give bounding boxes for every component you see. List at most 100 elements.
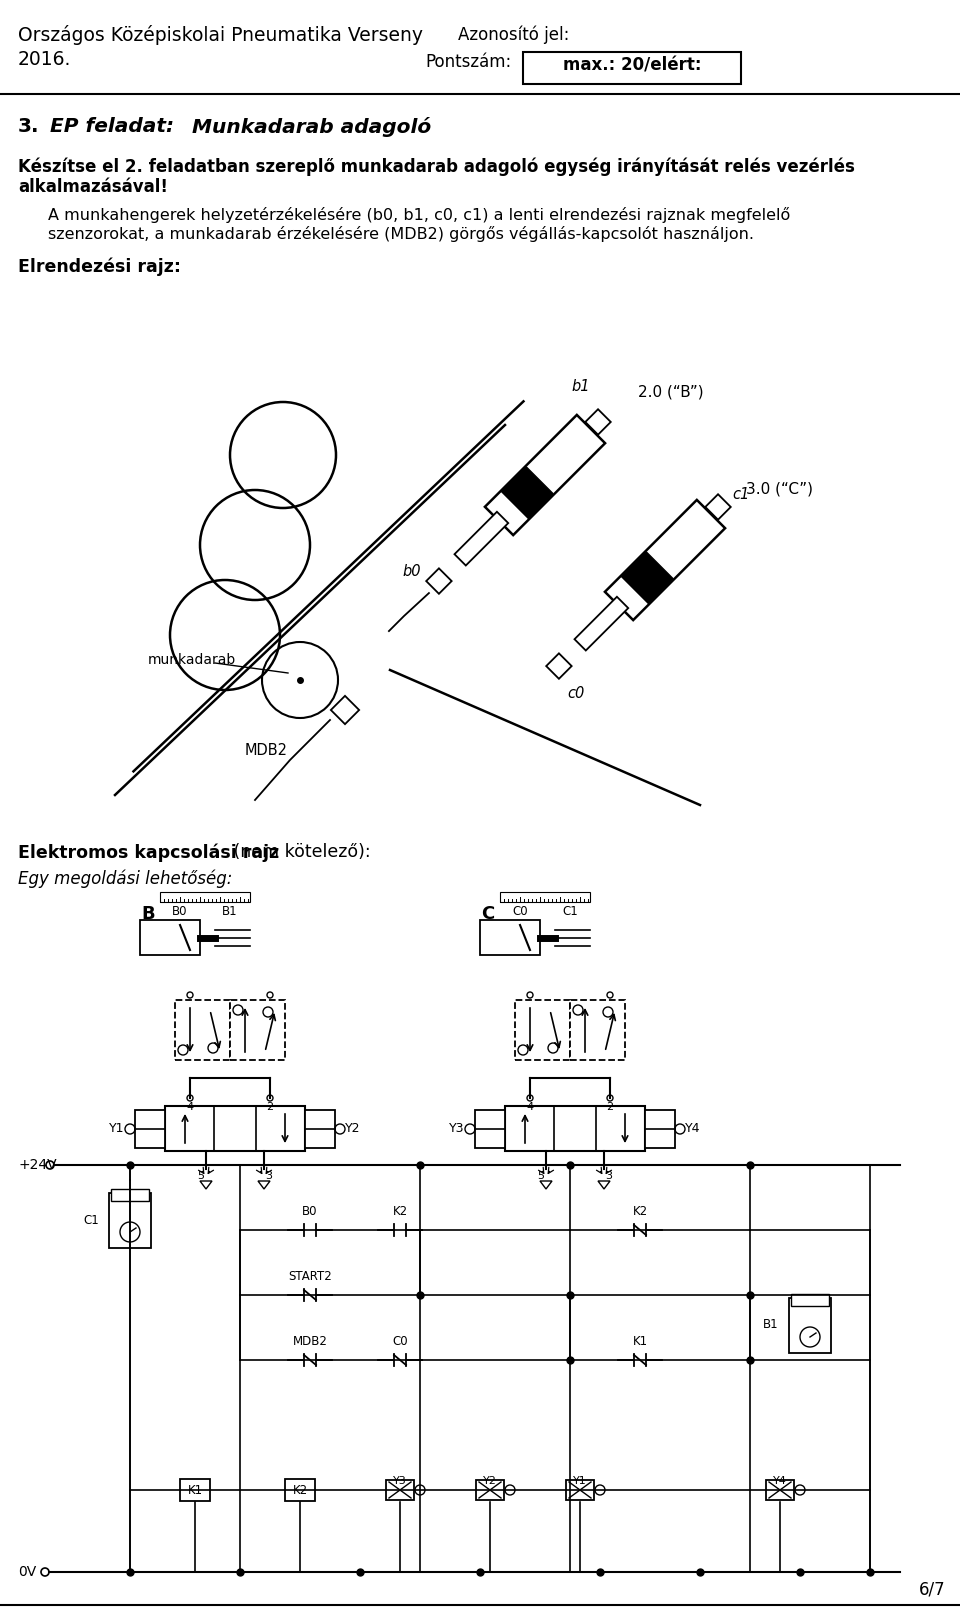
Text: b0: b0 (402, 565, 420, 579)
Text: Y4: Y4 (685, 1123, 701, 1136)
Text: 0V: 0V (18, 1565, 36, 1579)
Text: 3.: 3. (18, 118, 39, 135)
Text: 5: 5 (198, 1171, 204, 1181)
Bar (480, 919, 540, 955)
Text: B1: B1 (222, 905, 238, 918)
Text: 2: 2 (607, 1102, 613, 1111)
Text: Készítse el 2. feladatban szereplő munkadarab adagoló egység irányítását relés v: Készítse el 2. feladatban szereplő munka… (18, 158, 854, 176)
Bar (766, 1481, 794, 1500)
Text: Országos Középiskolai Pneumatika Verseny: Országos Középiskolai Pneumatika Verseny (18, 24, 423, 45)
Text: Y1: Y1 (109, 1123, 125, 1136)
Text: 4: 4 (526, 1102, 534, 1111)
Bar (500, 892, 590, 902)
Bar (305, 1110, 335, 1148)
Text: MDB2: MDB2 (245, 744, 288, 758)
Text: B0: B0 (302, 1205, 318, 1218)
Bar (230, 1000, 285, 1060)
Text: 2: 2 (267, 1102, 274, 1111)
Text: 4: 4 (186, 1102, 194, 1111)
Polygon shape (426, 568, 451, 594)
Text: 6/7: 6/7 (919, 1581, 945, 1598)
Text: C0: C0 (513, 905, 528, 918)
Text: alkalmazásával!: alkalmazásával! (18, 177, 168, 197)
Polygon shape (501, 466, 553, 518)
Polygon shape (574, 597, 628, 650)
Bar (180, 1479, 210, 1502)
Text: Y4: Y4 (773, 1476, 787, 1486)
Bar (140, 919, 200, 955)
Text: Elrendezési rajz:: Elrendezési rajz: (18, 258, 181, 276)
Bar (135, 1110, 165, 1148)
Bar (791, 1294, 829, 1305)
Text: szenzorokat, a munkadarab érzékelésére (MDB2) görgős végállás-kapcsolót használj: szenzorokat, a munkadarab érzékelésére (… (48, 226, 754, 242)
Text: munkadarab: munkadarab (148, 653, 236, 668)
Bar (111, 1189, 149, 1200)
Text: K2: K2 (633, 1205, 648, 1218)
Polygon shape (540, 1181, 552, 1189)
Text: K1: K1 (187, 1484, 203, 1497)
Text: C0: C0 (393, 1336, 408, 1348)
Polygon shape (598, 1181, 610, 1189)
Text: 3: 3 (606, 1171, 612, 1181)
Bar (523, 52, 741, 84)
Text: C1: C1 (84, 1213, 99, 1226)
Text: Munkadarab adagoló: Munkadarab adagoló (185, 118, 431, 137)
Text: b1: b1 (571, 379, 590, 394)
Text: 3: 3 (266, 1171, 273, 1181)
Text: (nem kötelező):: (nem kötelező): (228, 844, 371, 861)
Bar (570, 1000, 625, 1060)
Polygon shape (706, 494, 731, 519)
Text: START2: START2 (288, 1269, 332, 1282)
Bar (475, 1110, 505, 1148)
Polygon shape (200, 1181, 212, 1189)
Polygon shape (586, 410, 611, 434)
Text: B1: B1 (763, 1318, 779, 1331)
Bar (109, 1192, 151, 1247)
Text: B0: B0 (172, 905, 188, 918)
Text: Y3: Y3 (394, 1476, 407, 1486)
Polygon shape (485, 415, 605, 536)
Text: C: C (481, 905, 494, 923)
Polygon shape (258, 1181, 270, 1189)
Text: EP feladat:: EP feladat: (50, 118, 174, 135)
Text: max.: 20/elért:: max.: 20/elért: (563, 56, 701, 74)
Polygon shape (621, 552, 673, 603)
Text: Y3: Y3 (449, 1123, 465, 1136)
Text: 2016.: 2016. (18, 50, 71, 69)
Polygon shape (546, 653, 571, 679)
Bar (175, 1000, 230, 1060)
Text: Azonosító jel:: Azonosító jel: (458, 24, 569, 44)
Text: Egy megoldási lehetőség:: Egy megoldási lehetőség: (18, 869, 232, 889)
Text: B: B (141, 905, 155, 923)
Text: 2.0 (“B”): 2.0 (“B”) (637, 386, 704, 400)
Bar (165, 1107, 305, 1152)
Text: c1: c1 (732, 487, 750, 502)
Text: c0: c0 (567, 686, 585, 702)
Text: K2: K2 (393, 1205, 408, 1218)
Text: 3.0 (“C”): 3.0 (“C”) (746, 482, 813, 497)
Bar (476, 1481, 504, 1500)
Text: MDB2: MDB2 (293, 1336, 327, 1348)
Polygon shape (605, 500, 725, 619)
Bar (645, 1110, 675, 1148)
Bar (160, 892, 250, 902)
Text: Y1: Y1 (573, 1476, 587, 1486)
Bar (386, 1481, 414, 1500)
Polygon shape (454, 511, 508, 566)
Polygon shape (331, 695, 359, 724)
Text: Elektromos kapcsolási rajz: Elektromos kapcsolási rajz (18, 844, 279, 861)
Text: A munkahengerek helyzetérzékelésére (b0, b1, c0, c1) a lenti elrendezési rajznak: A munkahengerek helyzetérzékelésére (b0,… (48, 206, 790, 223)
Text: Pontszám:: Pontszám: (425, 53, 512, 71)
Bar (566, 1481, 594, 1500)
Text: K1: K1 (633, 1336, 648, 1348)
Text: Y2: Y2 (483, 1476, 497, 1486)
Bar (515, 1000, 570, 1060)
Text: 5: 5 (538, 1171, 544, 1181)
Text: +24V: +24V (18, 1158, 57, 1173)
Bar (285, 1479, 315, 1502)
Bar (505, 1107, 645, 1152)
Text: K2: K2 (293, 1484, 307, 1497)
Text: C1: C1 (563, 905, 578, 918)
Text: Y2: Y2 (346, 1123, 361, 1136)
Bar (789, 1297, 831, 1352)
